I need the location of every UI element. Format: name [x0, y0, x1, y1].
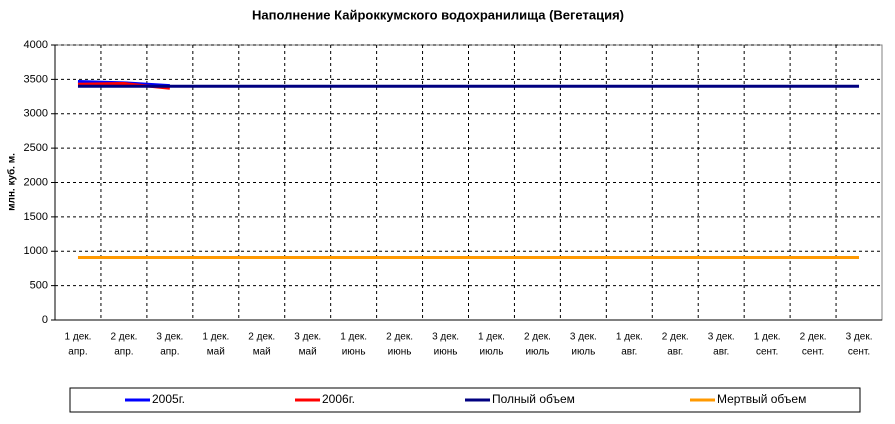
x-tick-label: 3 дек.	[156, 332, 183, 343]
y-tick-label: 3000	[24, 108, 48, 120]
x-tick-label: авг.	[713, 347, 729, 358]
x-tick-label: 1 дек.	[202, 332, 229, 343]
y-tick-label: 1500	[24, 211, 48, 223]
x-tick-label: 2 дек.	[386, 332, 413, 343]
x-tick-label: 1 дек.	[340, 332, 367, 343]
x-tick-label: авг.	[667, 347, 683, 358]
y-tick-label: 2500	[24, 142, 48, 154]
x-tick-label: май	[207, 347, 225, 358]
legend-label: Полный объем	[492, 392, 575, 406]
x-tick-label: май	[299, 347, 317, 358]
x-tick-label: сент.	[802, 347, 824, 358]
y-tick-label: 4000	[24, 39, 48, 51]
y-axis-label: млн. куб. м.	[6, 153, 18, 211]
x-tick-label: 3 дек.	[570, 332, 597, 343]
y-tick-label: 3500	[24, 73, 48, 85]
x-tick-label: 1 дек.	[478, 332, 505, 343]
x-tick-label: 2 дек.	[524, 332, 551, 343]
x-tick-label: 2 дек.	[248, 332, 275, 343]
x-tick-label: 2 дек.	[110, 332, 137, 343]
x-tick-label: май	[253, 347, 271, 358]
x-tick-label: июль	[571, 347, 595, 358]
x-tick-label: авг.	[621, 347, 637, 358]
x-tick-label: 2 дек.	[800, 332, 827, 343]
x-tick-label: 1 дек.	[754, 332, 781, 343]
x-tick-label: 3 дек.	[432, 332, 459, 343]
legend-box	[69, 387, 861, 413]
x-tick-label: июнь	[342, 347, 366, 358]
x-tick-label: 3 дек.	[846, 332, 873, 343]
y-tick-label: 0	[42, 314, 48, 326]
x-tick-label: июнь	[434, 347, 458, 358]
x-tick-label: 3 дек.	[294, 332, 321, 343]
x-tick-label: июль	[525, 347, 549, 358]
y-tick-label: 500	[30, 280, 48, 292]
y-tick-label: 2000	[24, 176, 48, 188]
x-tick-label: апр.	[114, 347, 133, 358]
x-tick-label: 1 дек.	[65, 332, 92, 343]
x-tick-label: апр.	[68, 347, 87, 358]
legend-label: 2005г.	[152, 392, 185, 406]
chart-title: Наполнение Кайроккумского водохранилища …	[252, 7, 624, 22]
x-tick-label: 1 дек.	[616, 332, 643, 343]
x-tick-label: сент.	[848, 347, 870, 358]
legend-label: 2006г.	[322, 392, 355, 406]
legend-label: Мертвый объем	[717, 392, 806, 406]
y-tick-label: 1000	[24, 245, 48, 257]
x-tick-label: апр.	[160, 347, 179, 358]
x-tick-label: 3 дек.	[708, 332, 735, 343]
x-tick-label: июль	[480, 347, 504, 358]
x-tick-label: сент.	[756, 347, 778, 358]
x-tick-label: июнь	[388, 347, 412, 358]
x-tick-label: 2 дек.	[662, 332, 689, 343]
